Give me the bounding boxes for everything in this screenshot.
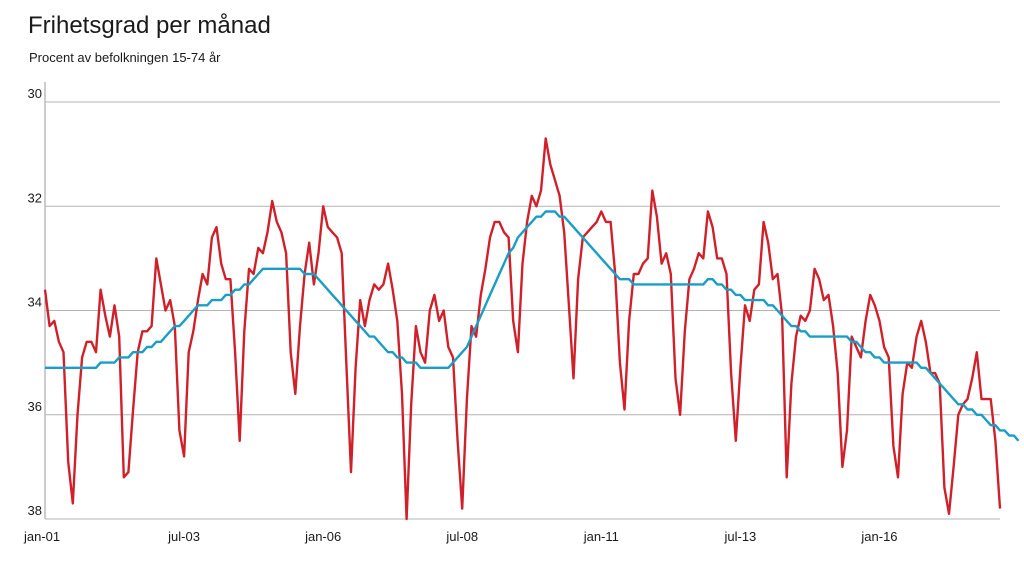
series-lines [43, 137, 1020, 521]
x-tick-label: jan-16 [860, 529, 897, 544]
gridlines [44, 82, 1000, 520]
y-tick-label: 30 [28, 86, 42, 101]
x-tick-label: jan-06 [304, 529, 341, 544]
x-tick-label: jan-01 [23, 529, 60, 544]
y-tick-label: 34 [28, 295, 42, 310]
y-axis-ticks: 30 32 34 36 38 [28, 86, 42, 518]
x-tick-label: jul-03 [167, 529, 200, 544]
chart-title: Frihetsgrad per månad [28, 12, 271, 39]
x-tick-label: jul-13 [723, 529, 756, 544]
series-line-1 [43, 137, 1002, 521]
y-tick-label: 38 [28, 503, 42, 518]
y-tick-label: 32 [28, 190, 42, 205]
y-tick-label: 36 [28, 399, 42, 414]
x-tick-label: jan-11 [583, 529, 619, 544]
x-axis-ticks: jan-01 jul-03 jan-06 jul-08 jan-11 jul-13 jan-… [23, 529, 898, 544]
series-line-2 [45, 210, 1020, 442]
chart-subtitle: Procent av befolkningen 15-74 år [29, 50, 221, 65]
x-tick-label: jul-08 [445, 529, 478, 544]
